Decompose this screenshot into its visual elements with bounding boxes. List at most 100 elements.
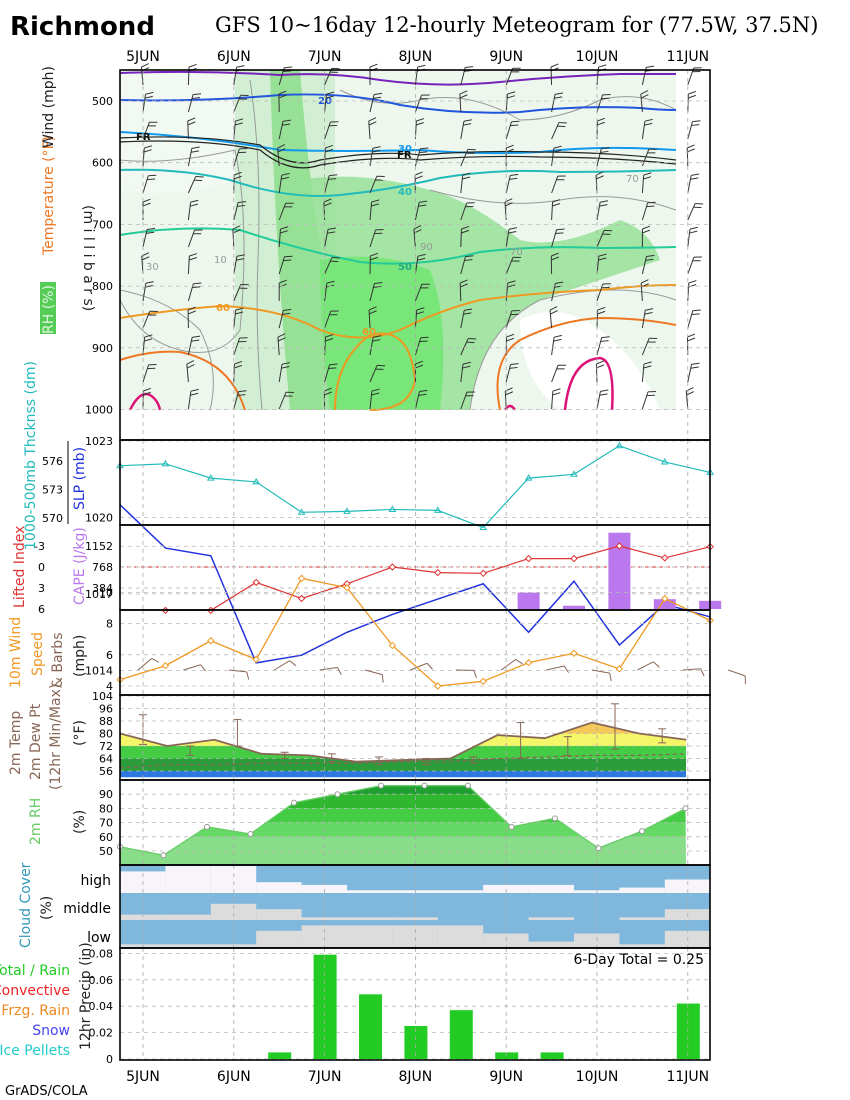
wind-tick: 6	[106, 649, 113, 662]
barb-feather	[326, 280, 335, 284]
cloud-cell	[664, 879, 711, 893]
barb-feather	[688, 90, 697, 95]
barb-feather	[144, 145, 153, 149]
cloud-level-middle: middle	[63, 901, 111, 917]
barb-feather	[551, 252, 559, 257]
barb-staff	[596, 202, 601, 221]
barb-staff	[233, 284, 242, 302]
barb-feather	[691, 313, 700, 316]
wind10m-point	[661, 594, 669, 603]
lifted-index-point	[479, 569, 487, 578]
lifted-index-point	[524, 554, 533, 563]
barb-staff	[233, 337, 241, 356]
upper-wind-barb	[641, 225, 651, 247]
barb-staff	[414, 337, 422, 356]
precip-tick: 0.02	[89, 1027, 114, 1040]
upper-wind-barb	[505, 309, 520, 329]
barb-staff	[505, 121, 512, 140]
temperature-tick: 64	[99, 753, 113, 766]
pressure-ticks: 500 600 700 800 900 1000	[85, 95, 710, 417]
barb-feather	[280, 226, 289, 230]
barb-feather	[278, 94, 287, 99]
precip-panel: 0 0.02 0.04 0.06 0.08 6-Day Total = 0.25 Tot…	[0, 947, 710, 1066]
barb-feather	[510, 124, 519, 127]
barb-staff	[187, 148, 193, 167]
upper-wind-barb	[142, 121, 158, 140]
chart-title: GFS 10~16day 12-hourly Meteogram for (77…	[215, 13, 818, 37]
barb-feather	[142, 202, 151, 207]
barb-feather	[688, 94, 697, 99]
barb-feather	[509, 366, 518, 369]
rh-point	[421, 782, 428, 789]
wind10m-barb	[591, 669, 612, 682]
barb-staff	[369, 391, 373, 410]
barb-staff	[596, 391, 601, 410]
temperature-tick: 88	[99, 715, 113, 728]
barb-feather	[550, 310, 558, 315]
barb-feather	[686, 391, 694, 396]
day-label-top: 10JUN	[576, 49, 619, 65]
freezing-level-label: FR	[397, 150, 412, 161]
barb-staff	[459, 93, 462, 113]
barb-feather	[234, 122, 243, 126]
cloud-cell	[528, 917, 574, 920]
thickness-point	[388, 505, 397, 512]
barb-feather	[640, 279, 649, 284]
lifted-index-point	[434, 568, 442, 577]
barb-staff	[278, 175, 283, 194]
label-2m-rh: 2m RH	[28, 798, 44, 845]
upper-wind-barb	[641, 337, 658, 356]
barb-feather	[597, 121, 605, 126]
rh-contour-label: 10	[214, 255, 227, 266]
barb-feather	[508, 227, 517, 230]
barb-feather	[143, 149, 152, 153]
barb-feather	[371, 203, 380, 207]
barb-staff	[414, 148, 421, 167]
barb-feather	[556, 228, 565, 231]
barb-feather	[596, 175, 604, 180]
barb-feather	[688, 280, 697, 284]
barb-staff	[410, 662, 428, 671]
barb-staff	[324, 310, 332, 329]
precip-bar	[404, 1026, 428, 1059]
barb-feather	[289, 660, 297, 667]
barb-feather	[372, 146, 381, 149]
temperature-band	[120, 722, 686, 734]
barb-staff	[414, 391, 420, 410]
barb-feather	[236, 258, 245, 261]
upper-wind-barb	[551, 199, 561, 221]
barb-feather	[642, 225, 651, 230]
barb-staff	[687, 310, 694, 329]
barb-feather	[151, 657, 160, 663]
barb-feather	[599, 393, 608, 396]
precip-ticks: 0 0.02 0.04 0.06 0.08	[89, 947, 710, 1066]
barb-staff	[640, 94, 643, 113]
upper-wind-barb	[278, 226, 289, 248]
barb-feather	[462, 361, 471, 365]
barb-staff	[233, 202, 239, 221]
upper-wind-barb	[687, 226, 698, 248]
precip-bar	[313, 954, 337, 1059]
barb-staff	[369, 94, 375, 113]
lifted-index-point	[297, 594, 306, 603]
thickness-tick: 576	[42, 455, 63, 468]
barb-feather	[563, 665, 570, 673]
barb-feather	[238, 201, 247, 204]
barb-feather	[336, 667, 342, 675]
barb-feather	[642, 229, 651, 234]
label-millibars: (m i l l i b a r s)	[80, 205, 96, 311]
cape-bar	[653, 599, 676, 609]
slp-tick: 1020	[85, 512, 113, 525]
barb-staff	[641, 391, 649, 410]
cloud-cell	[619, 887, 665, 893]
barb-feather	[188, 257, 197, 261]
upper-wind-barb	[687, 362, 700, 383]
barb-feather	[186, 364, 195, 369]
barb-feather	[281, 366, 290, 369]
barb-staff	[187, 283, 194, 302]
barb-feather	[419, 200, 428, 203]
barb-feather	[237, 204, 246, 207]
precip-bar	[495, 1052, 519, 1059]
rh-point	[291, 799, 297, 806]
barb-feather	[186, 360, 195, 365]
